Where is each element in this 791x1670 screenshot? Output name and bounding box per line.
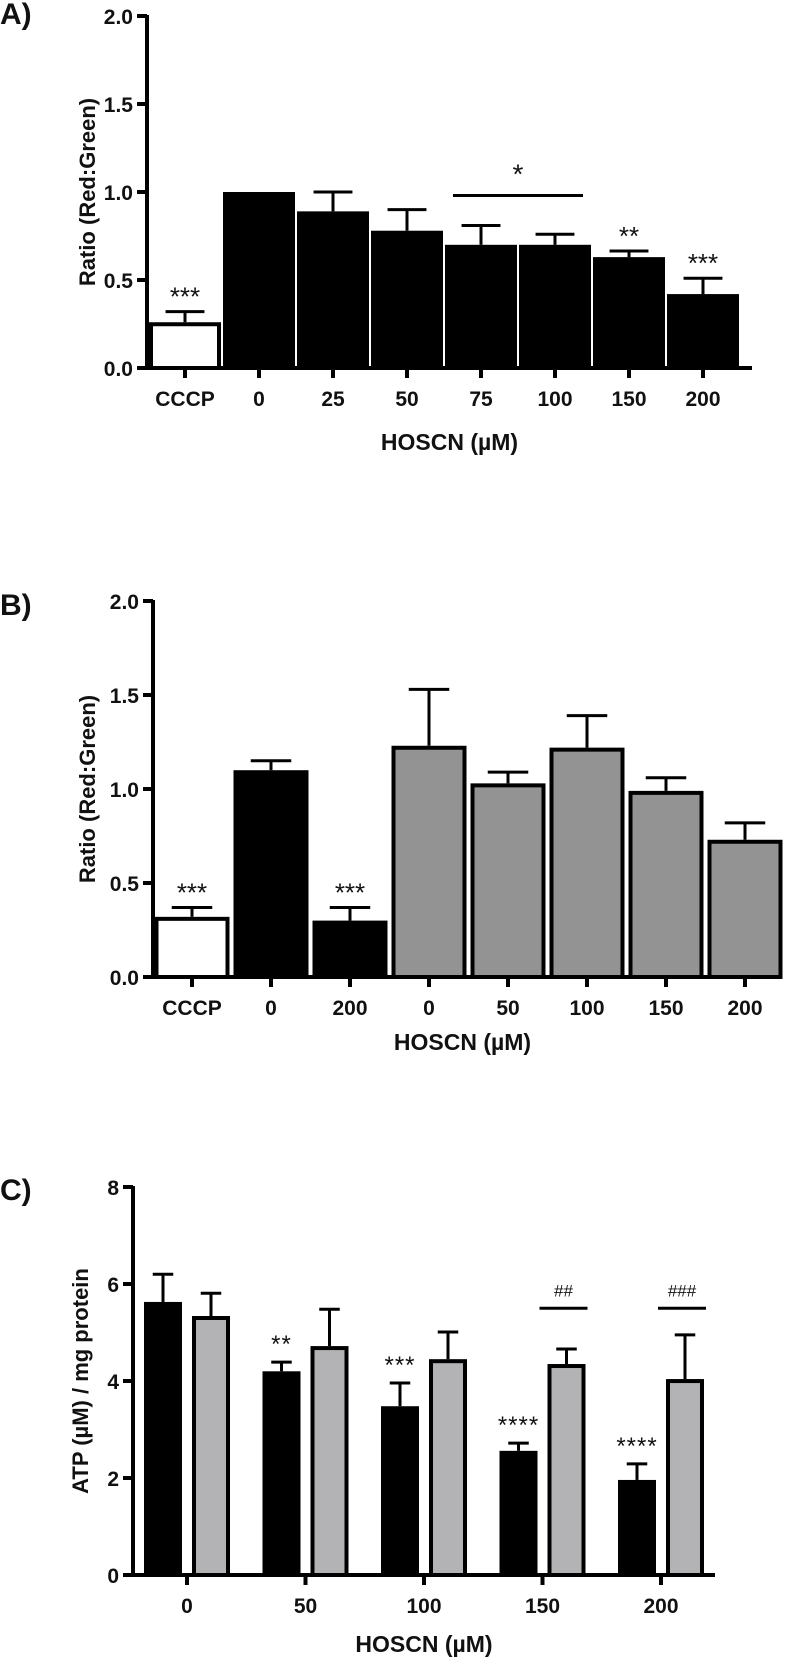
y-tick-label: 1.5 <box>104 94 134 117</box>
bar <box>429 1359 467 1578</box>
significance-marker: ## <box>554 1281 573 1300</box>
y-tick-label: 1.5 <box>110 685 140 708</box>
bar <box>666 1379 704 1578</box>
significance-marker: *** <box>384 1352 415 1379</box>
y-tick-label: 8 <box>107 1177 119 1200</box>
y-tick-label: 0 <box>107 1565 119 1588</box>
x-tick-label: 200 <box>332 997 367 1020</box>
bar <box>547 1364 586 1578</box>
y-tick-label: 2.0 <box>110 591 139 614</box>
significance-marker: *** <box>335 877 365 907</box>
x-tick-label: 100 <box>406 1595 441 1618</box>
y-tick-label: 0.0 <box>104 358 133 381</box>
x-tick-label: 50 <box>496 997 519 1020</box>
bar <box>223 192 295 368</box>
bar <box>297 211 369 368</box>
significance-marker: ** <box>271 1331 292 1358</box>
bar <box>667 294 739 368</box>
x-tick-label: 150 <box>648 997 683 1020</box>
bar <box>381 1406 419 1575</box>
y-tick-label: 4 <box>107 1371 119 1394</box>
y-axis-label: ATP (µM) / mg protein <box>68 1268 93 1494</box>
bar <box>618 1479 656 1575</box>
x-tick-label: 50 <box>395 388 418 411</box>
bar <box>154 916 230 980</box>
bar <box>499 1450 538 1575</box>
x-tick-label: 100 <box>537 388 572 411</box>
significance-marker: *** <box>688 248 718 278</box>
y-tick-label: 2 <box>107 1468 119 1491</box>
bar <box>549 747 625 980</box>
significance-marker: *** <box>177 877 207 907</box>
x-tick-label: 200 <box>685 388 720 411</box>
significance-marker: *** <box>170 282 200 312</box>
significance-marker: **** <box>498 1412 539 1439</box>
x-tick-label: 25 <box>321 388 345 411</box>
panel-c-chart: C) 0 2 4 6 8 ATP (µM) / mg protein 0 50 100 150 200… <box>0 1174 715 1657</box>
bar <box>519 244 591 368</box>
bar <box>371 230 443 368</box>
significance-marker: * <box>513 159 524 190</box>
bar <box>312 920 388 977</box>
x-tick-label: CCCP <box>155 388 215 411</box>
bar <box>192 1316 230 1577</box>
x-tick-label: CCCP <box>162 997 222 1020</box>
y-tick-label: 0.5 <box>110 873 140 896</box>
x-tick-label: 200 <box>727 997 762 1020</box>
panel-a-chart: A) 0.0 0.5 1.0 1.5 2.0 Ratio (Red:Green) CCCP 0 2… <box>0 0 752 455</box>
panel-label: B) <box>0 589 32 622</box>
bar <box>233 770 309 977</box>
bar <box>310 1346 349 1577</box>
x-tick-label: 0 <box>253 388 265 411</box>
bar <box>707 839 783 980</box>
bar <box>262 1371 301 1575</box>
y-axis-label: Ratio (Red:Green) <box>75 98 100 286</box>
x-tick-label: 150 <box>525 1595 560 1618</box>
y-tick-label: 0.0 <box>110 967 139 990</box>
x-axis-label: HOSCN (µM) <box>394 1029 531 1055</box>
x-axis-label: HOSCN (µM) <box>381 429 518 455</box>
panel-b-chart: B) 0.0 0.5 1.0 1.5 2.0 Ratio (Red:Green) CCCP 0 2… <box>0 589 783 1055</box>
x-tick-label: 0 <box>423 997 435 1020</box>
bar <box>391 745 467 980</box>
significance-marker: **** <box>616 1433 657 1460</box>
bar <box>593 257 665 368</box>
x-tick-label: 0 <box>181 1595 193 1618</box>
panel-label: A) <box>0 0 32 31</box>
x-tick-label: 50 <box>294 1595 317 1618</box>
significance-marker: ** <box>619 221 639 251</box>
y-tick-label: 6 <box>107 1274 119 1297</box>
bar <box>470 783 546 979</box>
bar <box>445 244 517 368</box>
significance-marker: ### <box>668 1281 697 1300</box>
x-axis-label: HOSCN (µM) <box>355 1631 492 1657</box>
bar <box>149 322 221 370</box>
x-tick-label: 150 <box>611 388 646 411</box>
bar <box>628 790 704 979</box>
x-tick-label: 75 <box>469 388 493 411</box>
x-tick-label: 200 <box>643 1595 678 1618</box>
bar <box>144 1301 182 1575</box>
y-tick-label: 2.0 <box>104 6 133 29</box>
panel-label: C) <box>0 1174 32 1207</box>
y-tick-label: 1.0 <box>104 182 133 205</box>
x-tick-label: 100 <box>569 997 604 1020</box>
y-tick-label: 0.5 <box>104 270 134 293</box>
y-tick-label: 1.0 <box>110 779 139 802</box>
x-tick-label: 0 <box>265 997 277 1020</box>
y-axis-label: Ratio (Red:Green) <box>75 695 100 883</box>
